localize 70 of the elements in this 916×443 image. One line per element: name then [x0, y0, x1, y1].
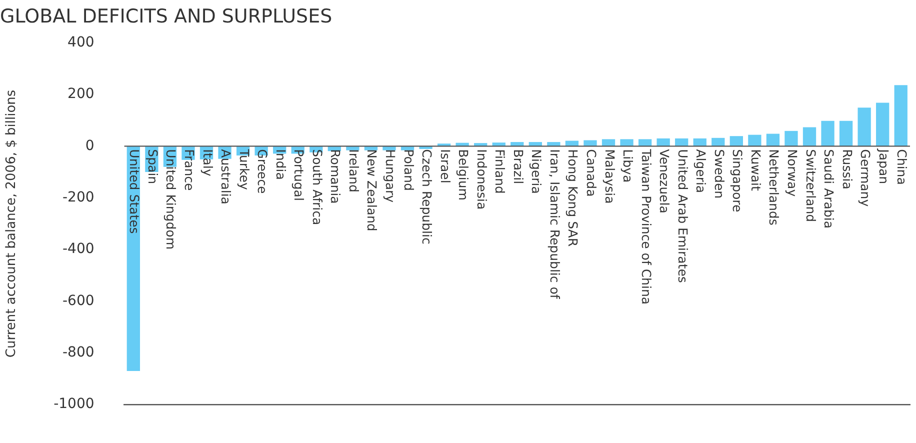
bar [821, 120, 834, 146]
x-tick-label: Saudi Arabia [822, 149, 837, 228]
x-tick-label: Portugal [292, 149, 307, 201]
x-tick-label: United States [127, 149, 142, 234]
x-tick-label: France [182, 149, 197, 192]
x-tick-label: Israel [438, 149, 453, 184]
x-tick-label: Kuwait [748, 149, 764, 192]
y-tick-label: -600 [62, 292, 94, 309]
x-tick-label: Spain [145, 149, 160, 184]
x-tick-label: Indonesia [474, 149, 490, 210]
x-tick-label: Japan [876, 148, 892, 184]
y-tick-label: 200 [68, 86, 94, 102]
bar [620, 139, 634, 146]
y-tick-label: 400 [68, 34, 94, 50]
bar [730, 136, 743, 146]
x-tick-label: Greece [255, 149, 270, 194]
x-tick-label: Finland [492, 149, 508, 194]
x-tick-label: South Africa [310, 149, 325, 226]
x-tick-label: Czech Republic [420, 149, 435, 244]
bar [802, 127, 816, 146]
x-tick-label: Canada [584, 149, 599, 197]
bar [638, 139, 652, 146]
bar [784, 130, 798, 146]
x-tick-label: Australia [218, 149, 234, 204]
x-tick-label: Malaysia [602, 149, 618, 204]
x-tick-label: Brazil [510, 149, 526, 184]
bar [858, 108, 871, 146]
bar [766, 134, 780, 146]
x-tick-label: Germany [858, 149, 874, 208]
y-tick-label: 0 [85, 138, 94, 154]
y-axis-title: Current account balance, 2006, $ billions [4, 90, 20, 358]
x-tick-label: Turkey [236, 148, 252, 190]
x-tick-label: Netherlands [766, 149, 782, 226]
x-tick-label: Hong Kong SAR [566, 149, 581, 247]
x-tick-label: Sweden [712, 149, 727, 199]
y-tick-label: -400 [62, 241, 94, 258]
x-tick-label: Russia [840, 149, 855, 190]
x-tick-label: United Arab Emirates [675, 149, 690, 283]
bar [584, 140, 597, 146]
y-tick-label: -800 [62, 344, 94, 361]
x-tick-label: Italy [200, 149, 216, 177]
bar [748, 134, 762, 146]
x-tick-label: United Kingdom [164, 149, 179, 250]
x-tick-label: New Zealand [364, 149, 380, 232]
x-tick-label: Hungary [382, 149, 398, 204]
x-tick-label: Switzerland [803, 149, 818, 222]
bar [712, 138, 725, 146]
x-tick-label: Belgium [456, 149, 472, 200]
chart-title: GLOBAL DEFICITS AND SURPLUSES [0, 5, 332, 28]
x-tick-label: Iran, Islamic Republic of [547, 149, 562, 300]
x-tick-label: Singapore [730, 149, 746, 213]
x-tick-label: Nigeria [529, 149, 544, 194]
y-tick-label: -1000 [54, 396, 94, 412]
bar [602, 139, 616, 146]
x-tick-label: Taiwan Province of China [638, 148, 654, 305]
x-tick-label: Venezuela [657, 149, 672, 214]
x-tick-label: China [894, 149, 910, 185]
bar [876, 102, 890, 146]
x-tick-label: India [273, 149, 288, 180]
x-tick-label: Ireland [346, 149, 362, 192]
x-tick-label: Norway [784, 149, 800, 198]
bar [656, 138, 670, 146]
x-tick-label: Poland [401, 149, 416, 191]
x-tick-label: Libya [620, 149, 636, 183]
x-tick-label: Romania [328, 149, 344, 204]
y-tick-label: -200 [62, 190, 94, 206]
bar [894, 85, 908, 146]
x-tick-label: Algeria [694, 149, 709, 194]
bar [565, 140, 579, 146]
bar [839, 120, 853, 146]
